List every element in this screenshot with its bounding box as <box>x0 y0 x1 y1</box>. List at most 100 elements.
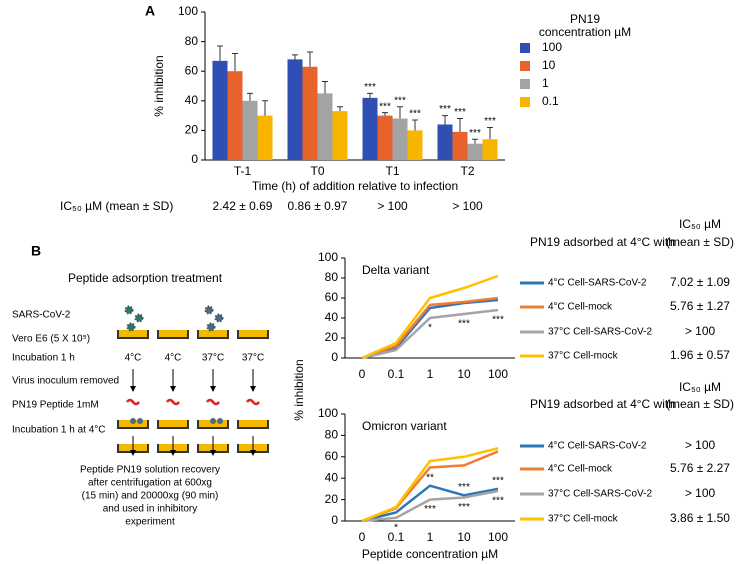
bar <box>482 139 498 160</box>
y-tick-label: 60 <box>325 290 339 304</box>
y-tick-label: 60 <box>185 63 199 77</box>
x-tick-label: 1 <box>427 367 434 381</box>
diagram-title: Peptide adsorption treatment <box>68 271 223 285</box>
error-bar <box>412 119 418 131</box>
bar <box>257 115 273 160</box>
y-tick-label: 20 <box>185 123 199 137</box>
legend-label: 4°C Cell-mock <box>548 302 613 313</box>
legend-label: 4°C Cell-SARS-CoV-2 <box>548 278 647 289</box>
arrowhead <box>250 386 256 392</box>
recovery-text: (15 min) and 20000xg (90 min) <box>82 491 219 502</box>
temperature: 37°C <box>202 353 224 364</box>
significance: * <box>394 522 398 533</box>
arrowhead <box>170 386 176 392</box>
x-tick-label: 10 <box>457 530 471 544</box>
arrowhead <box>210 450 216 456</box>
legend-label: 10 <box>542 58 556 72</box>
recovery-text: and used in inhibitory <box>103 504 198 515</box>
step-label: PN19 Peptide 1mM <box>12 400 99 411</box>
peptide <box>246 398 260 406</box>
well <box>157 330 189 339</box>
y-axis-label: % inhibition <box>152 55 166 116</box>
legend-title: PN19 <box>570 12 600 26</box>
bar <box>437 124 453 160</box>
significance: *** <box>364 82 376 93</box>
y-tick-label: 40 <box>185 93 199 107</box>
error-bar <box>487 126 493 140</box>
ic50-label: IC₅₀ µM (mean ± SD) <box>60 199 173 213</box>
y-axis-label: % inhibition <box>292 359 306 420</box>
legend-label: 37°C Cell-SARS-CoV-2 <box>548 327 652 338</box>
virus <box>134 313 144 323</box>
virus <box>137 418 143 424</box>
well <box>117 330 149 339</box>
significance: *** <box>394 95 406 106</box>
x-tick-label: T2 <box>460 164 474 178</box>
recovery-text: after centrifugation at 600xg <box>88 478 212 489</box>
significance: ** <box>426 472 434 483</box>
ic50-value: > 100 <box>452 199 483 213</box>
error-bar <box>262 100 268 116</box>
error-bar <box>382 112 388 116</box>
error-bar <box>232 52 238 72</box>
y-tick-label: 80 <box>185 34 199 48</box>
arrowhead <box>130 386 136 392</box>
y-tick-label: 40 <box>325 310 339 324</box>
peptide <box>206 398 220 406</box>
arrowhead <box>170 450 176 456</box>
legend-title: PN19 adsorbed at 4°C with <box>530 397 675 411</box>
x-axis-label: Peptide concentration µM <box>362 547 498 561</box>
significance: *** <box>424 504 436 515</box>
step-label: Virus inoculum removed <box>12 376 119 387</box>
y-tick-label: 100 <box>178 4 198 18</box>
significance: *** <box>492 315 504 326</box>
protocol-diagram: Peptide adsorption treatment SARS-CoV-2 … <box>12 271 269 528</box>
x-tick-label: 0 <box>359 367 366 381</box>
error-bar <box>307 51 313 67</box>
legend-label: 37°C Cell-mock <box>548 514 619 525</box>
x-tick-label: 10 <box>457 367 471 381</box>
temperature: 37°C <box>242 353 264 364</box>
line <box>361 274 499 360</box>
significance: *** <box>458 482 470 493</box>
legend-label: 4°C Cell-SARS-CoV-2 <box>548 441 647 452</box>
ic50-value: 5.76 ± 2.27 <box>670 461 730 475</box>
significance: *** <box>439 104 451 115</box>
ic50-value: > 100 <box>685 438 716 452</box>
bar <box>362 97 378 160</box>
error-bar <box>367 92 373 98</box>
step-label: Incubation 1 h <box>12 353 75 364</box>
line <box>361 296 499 360</box>
recovery-text: experiment <box>125 517 175 528</box>
line <box>361 308 499 360</box>
ic50-header: IC₅₀ µM <box>679 380 721 394</box>
virus <box>214 313 224 323</box>
bar <box>332 111 348 160</box>
legend-label: 37°C Cell-SARS-CoV-2 <box>548 489 652 500</box>
virus <box>130 418 136 424</box>
well <box>237 330 269 339</box>
step-label: SARS-CoV-2 <box>12 310 71 321</box>
significance: *** <box>469 128 481 139</box>
wells <box>117 305 269 456</box>
bar <box>242 100 258 160</box>
ic50-value: > 100 <box>685 324 716 338</box>
virus <box>210 418 216 424</box>
legend-swatch <box>520 97 530 107</box>
bar <box>377 115 393 160</box>
x-axis-label: Time (h) of addition relative to infecti… <box>252 179 458 193</box>
bar <box>392 118 408 160</box>
virus <box>124 305 134 315</box>
ic50-header: (mean ± SD) <box>666 235 734 249</box>
error-bar <box>457 118 463 132</box>
line <box>361 489 499 523</box>
significance: *** <box>409 109 421 120</box>
bar <box>407 130 423 160</box>
step-label: Incubation 1 h at 4°C <box>12 425 106 436</box>
x-tick-label: 0 <box>359 530 366 544</box>
significance: *** <box>454 107 466 118</box>
y-tick-label: 100 <box>318 406 338 420</box>
peptide <box>126 398 140 406</box>
virus <box>204 305 214 315</box>
